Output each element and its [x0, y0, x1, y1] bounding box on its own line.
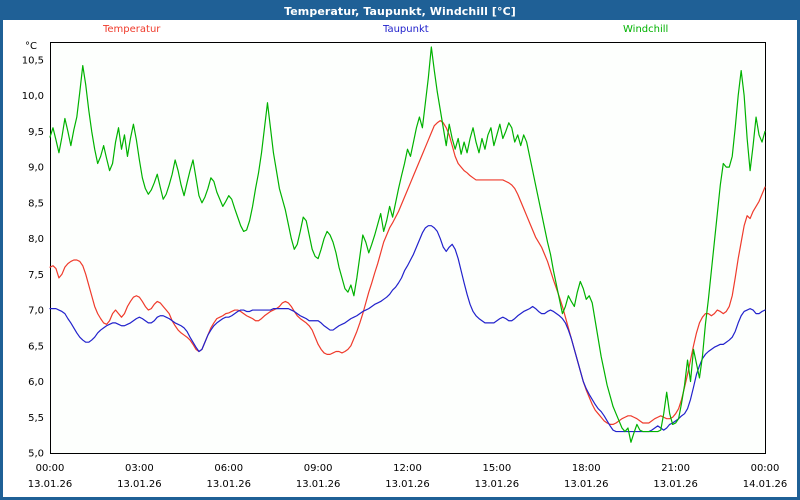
y-tick-label: 6,0 [28, 377, 44, 388]
plot-container: 10,5 10,0 9,5 9,0 8,5 8,0 7,5 7,0 6,5 6,0 5,5 5,0 0… [3, 3, 797, 497]
x-tick-date-label: 13.01.26 [475, 479, 520, 490]
y-tick-label: 6,5 [28, 341, 44, 352]
x-tick-date-label: 13.01.26 [28, 479, 73, 490]
y-axis-unit-label: °C [25, 41, 37, 52]
x-tick-date-label: 13.01.26 [206, 479, 251, 490]
chart-canvas: 10,5 10,0 9,5 9,0 8,5 8,0 7,5 7,0 6,5 6,0 5,5 5,0 0… [22, 41, 788, 490]
x-tick-date-label: 13.01.26 [385, 479, 430, 490]
legend-item-windchill: Windchill [623, 24, 669, 35]
x-tick-time-label: 12:00 [393, 463, 422, 474]
y-tick-label: 8,0 [28, 234, 44, 245]
x-axis-tick-labels: 00:00 13.01.26 03:00 13.01.26 06:00 13.01.26 0… [28, 463, 788, 490]
x-tick-time-label: 18:00 [572, 463, 601, 474]
legend-item-taupunkt: Taupunkt [383, 24, 429, 35]
x-tick-date-label: 13.01.26 [653, 479, 698, 490]
legend-item-temperatur: Temperatur [103, 24, 161, 35]
x-tick-date-label: 14.01.26 [743, 479, 788, 490]
x-tick-date-label: 13.01.26 [117, 479, 162, 490]
series-lines [49, 46, 766, 443]
x-tick-date-label: 13.01.26 [564, 479, 609, 490]
page-title: Temperatur, Taupunkt, Windchill [°C] [284, 5, 516, 18]
chart-legend: Temperatur Taupunkt Windchill [3, 22, 797, 38]
y-tick-label: 7,5 [28, 270, 44, 281]
y-tick-label: 9,5 [28, 127, 44, 138]
y-axis-tick-labels: 10,5 10,0 9,5 9,0 8,5 8,0 7,5 7,0 6,5 6,0 5,5 5,0 [22, 55, 44, 459]
x-tick-time-label: 21:00 [661, 463, 690, 474]
x-tick-time-label: 03:00 [125, 463, 154, 474]
y-tick-label: 5,0 [28, 449, 44, 460]
x-tick-time-label: 15:00 [482, 463, 511, 474]
y-tick-label: 8,5 [28, 198, 44, 209]
y-tick-label: 10,0 [22, 91, 44, 102]
x-tick-time-label: 00:00 [751, 463, 780, 474]
series-line-temperatur [49, 120, 766, 426]
x-tick-date-label: 13.01.26 [296, 479, 341, 490]
y-tick-label: 10,5 [22, 55, 44, 66]
y-tick-label: 5,5 [28, 413, 44, 424]
y-tick-label: 7,0 [28, 306, 44, 317]
series-line-windchill [49, 46, 766, 443]
x-tick-time-label: 09:00 [304, 463, 333, 474]
window-title-bar: Temperatur, Taupunkt, Windchill [°C] [3, 3, 797, 20]
y-tick-label: 9,0 [28, 163, 44, 174]
plot-frame [49, 41, 767, 455]
x-tick-time-label: 06:00 [214, 463, 243, 474]
x-tick-time-label: 00:00 [36, 463, 65, 474]
